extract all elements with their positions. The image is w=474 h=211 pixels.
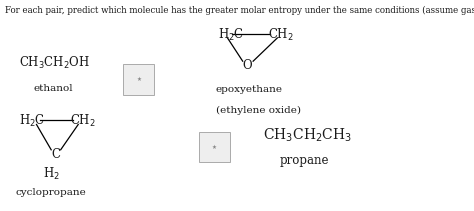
Bar [199, 132, 230, 162]
Text: H$_2$C: H$_2$C [218, 27, 244, 43]
Text: epoxyethane: epoxyethane [216, 85, 283, 94]
Text: CH$_3$CH$_2$OH: CH$_3$CH$_2$OH [19, 55, 90, 71]
Text: CH$_2$: CH$_2$ [70, 113, 96, 129]
Text: ★: ★ [136, 77, 141, 82]
Text: H$_2$: H$_2$ [43, 166, 60, 182]
Text: For each pair, predict which molecule has the greater molar entropy under the sa: For each pair, predict which molecule ha… [5, 6, 474, 15]
Bar [123, 64, 154, 95]
Text: CH$_2$: CH$_2$ [268, 27, 293, 43]
Text: ethanol: ethanol [33, 84, 73, 93]
Text: cyclopropane: cyclopropane [15, 188, 86, 196]
Text: (ethylene oxide): (ethylene oxide) [216, 106, 301, 115]
Text: CH$_3$CH$_2$CH$_3$: CH$_3$CH$_2$CH$_3$ [263, 126, 352, 144]
Text: propane: propane [280, 154, 329, 167]
Text: H$_2$C: H$_2$C [19, 113, 45, 129]
Text: C: C [52, 147, 60, 161]
Text: ★: ★ [212, 145, 217, 150]
Text: O: O [243, 59, 252, 72]
